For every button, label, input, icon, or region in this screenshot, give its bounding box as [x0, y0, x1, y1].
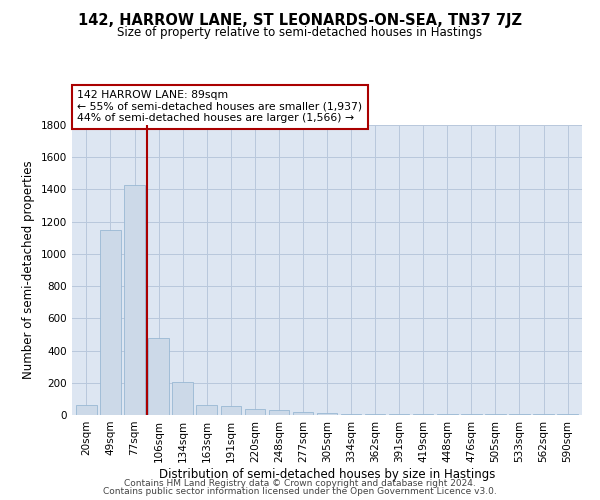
- Bar: [221, 406, 241, 415]
- Text: 142, HARROW LANE, ST LEONARDS-ON-SEA, TN37 7JZ: 142, HARROW LANE, ST LEONARDS-ON-SEA, TN…: [78, 12, 522, 28]
- Bar: [317, 412, 337, 415]
- Bar: [293, 412, 313, 415]
- Bar: [413, 414, 433, 415]
- Bar: [509, 414, 530, 415]
- Bar: [172, 382, 193, 415]
- Text: Size of property relative to semi-detached houses in Hastings: Size of property relative to semi-detach…: [118, 26, 482, 39]
- Bar: [341, 414, 361, 415]
- Bar: [533, 414, 554, 415]
- Bar: [557, 414, 578, 415]
- Bar: [76, 404, 97, 415]
- Text: Contains public sector information licensed under the Open Government Licence v3: Contains public sector information licen…: [103, 487, 497, 496]
- Text: 142 HARROW LANE: 89sqm
← 55% of semi-detached houses are smaller (1,937)
44% of : 142 HARROW LANE: 89sqm ← 55% of semi-det…: [77, 90, 362, 124]
- Text: Contains HM Land Registry data © Crown copyright and database right 2024.: Contains HM Land Registry data © Crown c…: [124, 478, 476, 488]
- Y-axis label: Number of semi-detached properties: Number of semi-detached properties: [22, 160, 35, 380]
- Bar: [365, 414, 385, 415]
- Bar: [389, 414, 409, 415]
- Bar: [148, 338, 169, 415]
- Bar: [437, 414, 458, 415]
- Bar: [124, 184, 145, 415]
- Bar: [100, 230, 121, 415]
- Bar: [485, 414, 506, 415]
- X-axis label: Distribution of semi-detached houses by size in Hastings: Distribution of semi-detached houses by …: [159, 468, 495, 480]
- Bar: [245, 408, 265, 415]
- Bar: [269, 410, 289, 415]
- Bar: [196, 404, 217, 415]
- Bar: [461, 414, 482, 415]
